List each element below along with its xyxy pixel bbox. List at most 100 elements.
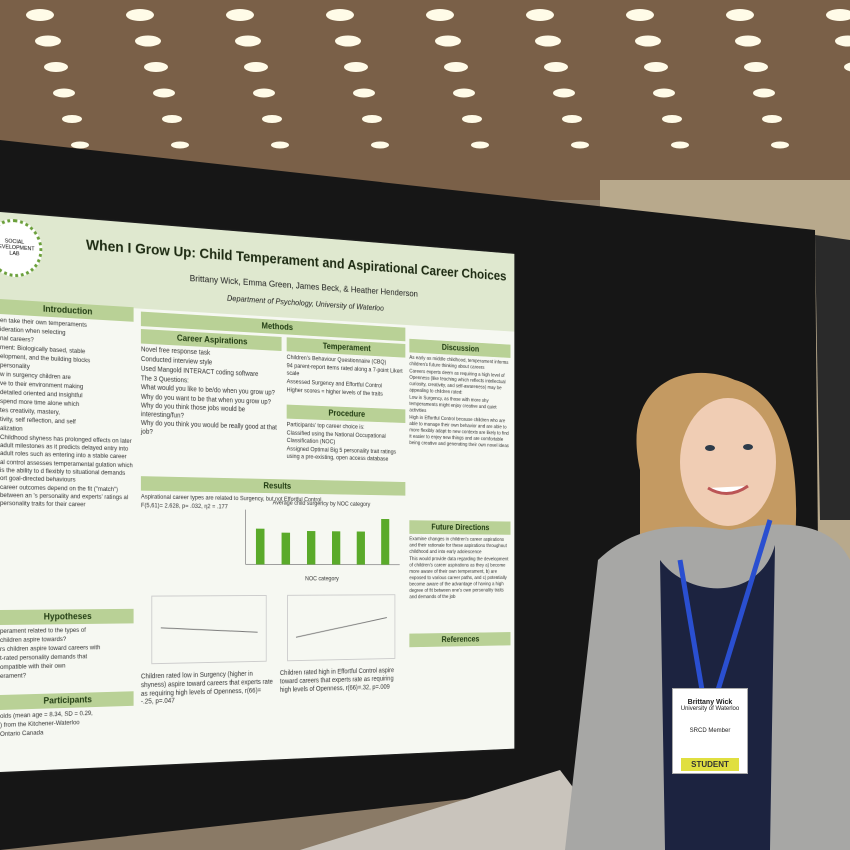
eye (743, 444, 753, 450)
light (626, 9, 654, 21)
light (644, 62, 668, 72)
ceiling-lights (26, 9, 850, 149)
light (44, 62, 68, 72)
section-heading: Future Directions (409, 520, 511, 536)
light (562, 115, 582, 123)
bar-image (331, 531, 341, 565)
light (535, 35, 561, 47)
floor (300, 770, 620, 850)
light (135, 35, 161, 47)
badge-ribbon: STUDENT (681, 758, 739, 771)
light (326, 9, 354, 21)
light (35, 35, 61, 47)
section-text: Assigned Optimal Big 5 personality trait… (286, 445, 397, 463)
light (544, 62, 568, 72)
next-board (815, 235, 850, 520)
section-heading: Hypotheses (0, 608, 134, 626)
light (462, 115, 482, 123)
light (444, 62, 468, 72)
light (844, 62, 850, 72)
light (153, 88, 175, 98)
light (744, 62, 768, 72)
chart-axis-label: NOC category (305, 575, 339, 583)
light (653, 88, 675, 98)
caption: Children rated low in Surgency (higher i… (140, 670, 273, 706)
light (171, 141, 189, 149)
light (344, 62, 368, 72)
light (826, 9, 850, 21)
section: Procedure Participants' top career choice… (286, 402, 406, 465)
face (680, 398, 776, 526)
section: Discussion As early as middle childhood, … (409, 336, 511, 451)
section-text: Why do you want to be that when you grow… (140, 393, 271, 420)
badge-affiliation: University of Waterloo (680, 706, 740, 712)
light (71, 141, 89, 149)
trend-line (161, 627, 258, 634)
scatter-plots (143, 590, 399, 669)
results-chart (237, 508, 404, 574)
section: Introduction en take their own temperamen… (0, 296, 134, 511)
section-heading: Participants (0, 691, 134, 711)
light (244, 62, 268, 72)
eye (705, 445, 715, 451)
section-heading: References (409, 632, 511, 648)
light (126, 9, 154, 21)
section-text: Careers experts deem as requiring a high… (409, 368, 506, 396)
section: Temperament Children's Behaviour Question… (286, 334, 406, 400)
light (26, 9, 54, 21)
light (553, 88, 575, 98)
light (471, 141, 489, 149)
light (435, 35, 461, 47)
section-text: This would provide data regarding the de… (409, 556, 509, 601)
section: Career Aspirations Novel free response ta… (140, 326, 282, 442)
section-heading: Results (140, 476, 406, 496)
section: References (409, 629, 511, 650)
light (662, 115, 682, 123)
lanyard (677, 519, 773, 691)
light (753, 88, 775, 98)
light (726, 9, 754, 21)
section: Hypotheses perament related to the types … (0, 606, 134, 682)
smile (707, 484, 749, 495)
bar-image (306, 531, 316, 565)
light (235, 35, 261, 47)
light (335, 35, 361, 47)
light (253, 88, 275, 98)
light (835, 35, 850, 47)
light (635, 35, 661, 47)
trend-line (296, 618, 387, 638)
light (526, 9, 554, 21)
section-text: erament? (0, 672, 27, 681)
bar-image (281, 532, 291, 565)
light (426, 9, 454, 21)
light (271, 141, 289, 149)
name-badge: Brittany Wick University of Waterloo SRC… (672, 688, 748, 774)
badge-role: SRCD Member (689, 728, 731, 734)
light (453, 88, 475, 98)
light (735, 35, 761, 47)
bar-image (381, 518, 390, 565)
section-text: Childhood shyness has prolonged effects … (0, 434, 132, 461)
section-text: career outcomes depend on the fit ("matc… (0, 484, 129, 509)
caption: Children rated high in Effortful Control… (279, 667, 395, 694)
badge-name: Brittany Wick (687, 699, 733, 706)
light (53, 88, 75, 98)
light (362, 115, 382, 123)
light (62, 115, 82, 123)
section-heading: Procedure (286, 404, 406, 424)
section-text: Examine changes in children's career asp… (409, 536, 507, 556)
light (671, 141, 689, 149)
light (771, 141, 789, 149)
section-text: High in Effortful Control because childr… (409, 415, 509, 450)
light (162, 115, 182, 123)
section-text: al control assesses temperamental gulati… (0, 459, 133, 484)
light (262, 115, 282, 123)
light (353, 88, 375, 98)
light (226, 9, 254, 21)
light (571, 141, 589, 149)
bar-image (255, 528, 265, 565)
light (762, 115, 782, 123)
section: Future Directions Examine changes in chil… (409, 518, 511, 602)
bar-image (356, 531, 365, 565)
